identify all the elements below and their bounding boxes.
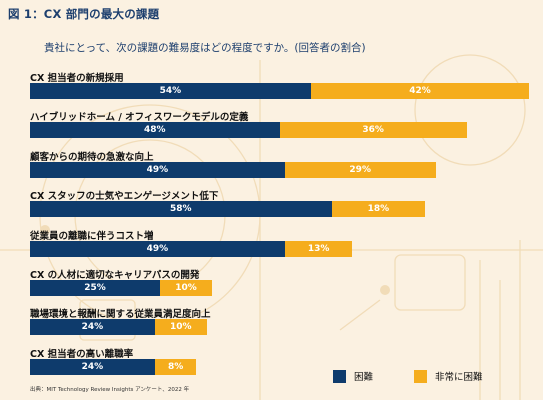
bar-very-difficult: 18% [331,201,426,218]
bar-difficult: 24% [30,358,155,375]
category-label: CX 担当者の新規採用 [30,73,124,84]
category-label: CX スタッフの士気やエンゲージメント低下 [30,191,219,203]
bar-very-difficult: 10% [160,280,212,296]
figure-title: 図 1：CX 部門の最大の課題 [8,7,160,21]
bar-very-difficult: 42% [310,83,530,99]
legend-swatch-difficult [333,369,346,383]
legend-swatch-very-difficult [414,369,427,383]
bar-difficult: 49% [30,161,285,178]
category-label: 職場環境と報酬に関する従業員満足度向上 [30,309,211,321]
bar-difficult: 54% [30,83,311,99]
legend-label-difficult: 困難 [354,372,374,383]
legend-label-very-difficult: 非常に困難 [435,372,483,383]
bar-difficult: 49% [30,240,285,257]
bar-difficult: 24% [30,319,155,336]
category-label: CX の人材に適切なキャリアパスの開発 [30,270,200,281]
category-label: CX 担当者の高い離職率 [30,348,134,360]
category-label: 従業員の離職に伴うコスト増 [30,230,154,242]
category-label: ハイブリッドホーム / オフィスワークモデルの定義 [30,112,249,124]
category-label: 顧客からの期待の急激な向上 [30,151,154,163]
chart-subtitle: 貴社にとって、次の課題の難易度はどの程度ですか。(回答者の割合) [44,42,366,54]
bar-very-difficult: 8% [154,358,197,375]
bar-difficult: 58% [30,201,332,218]
bar-very-difficult: 36% [279,122,467,139]
bar-difficult: 25% [30,280,160,296]
bar-very-difficult: 29% [284,161,436,178]
legend-item-difficult: 困難 [333,369,373,383]
bar-very-difficult: 13% [284,240,353,257]
bar-difficult: 48% [30,122,280,139]
source-note: 出典：MIT Technology Review Insights アンケート、… [30,387,190,393]
bar-very-difficult: 10% [154,319,207,336]
legend-item-very-difficult: 非常に困難 [414,369,483,383]
